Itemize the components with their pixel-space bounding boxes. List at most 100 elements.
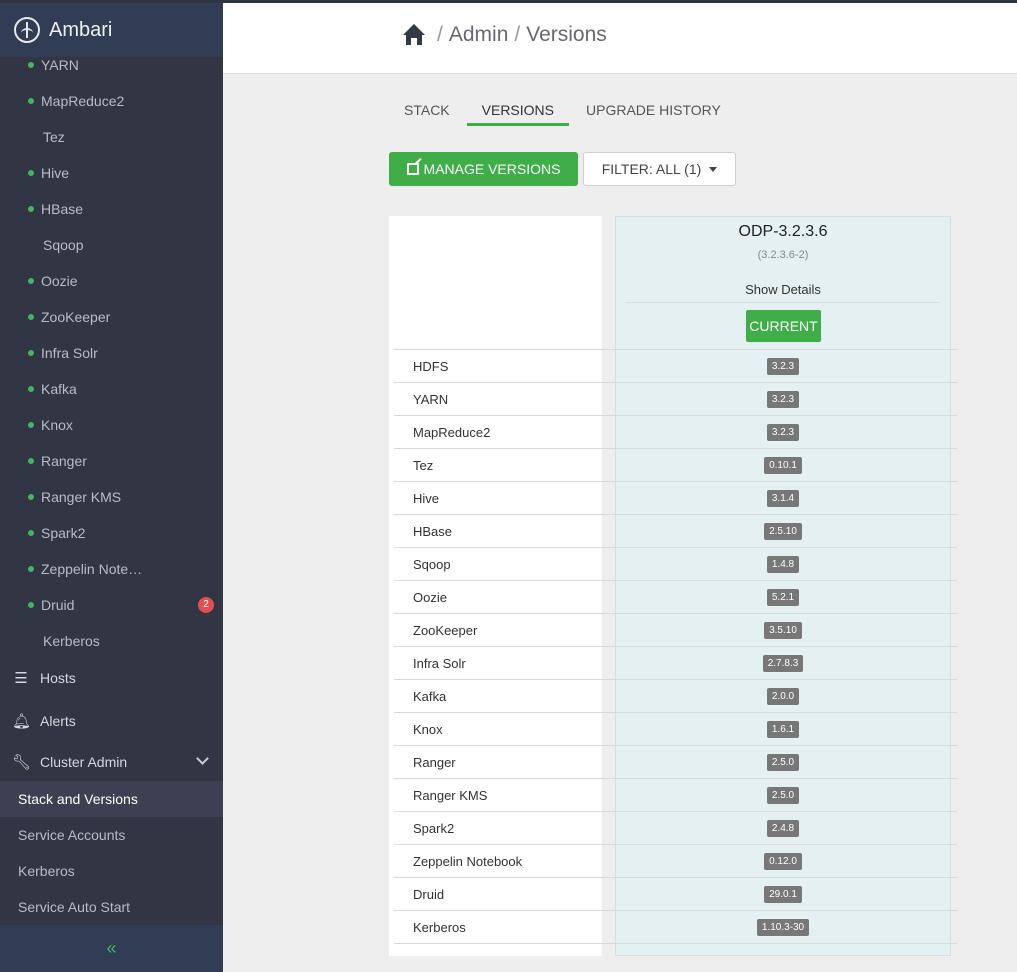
sidebar-service-label: Druid [41,597,75,613]
status-dot-icon [28,530,34,536]
version-cell: 2.5.0 [615,779,951,811]
sidebar-service-item[interactable]: Sqoop [0,227,223,263]
table-row: Infra Solr 2.7.8.3 [394,646,957,679]
sidebar-service-label: Ranger [41,453,87,469]
sidebar-service-item[interactable]: YARN [0,47,223,83]
cluster-admin-item[interactable]: Service Auto Start [0,889,223,925]
double-chevron-left-icon: « [106,938,117,958]
nav-cluster-admin[interactable]: 🔧︎ Cluster Admin [0,742,223,782]
show-details-link[interactable]: Show Details [745,282,821,297]
status-dot-icon [28,278,34,284]
breadcrumb-separator: / [437,23,443,46]
version-build: (3.2.3.6-2) [757,249,809,261]
nav-hosts[interactable]: ☰ Hosts [0,658,223,698]
component-version-label: 2.7.8.3 [762,654,804,672]
component-version-label: 3.1.4 [766,489,800,507]
tab-bar: STACK VERSIONS UPGRADE HISTORY [389,96,738,126]
component-version-label: 3.2.3 [766,423,800,441]
sidebar-service-item[interactable]: Oozie [0,263,223,299]
status-dot-icon [28,458,34,464]
sidebar-service-label: ZooKeeper [41,309,111,325]
version-cell: 3.2.3 [615,383,951,415]
sidebar-service-item[interactable]: Druid 2 [0,587,223,623]
component-version-label: 2.0.0 [766,687,800,705]
sidebar-service-label: Oozie [41,273,78,289]
status-dot-icon [28,62,34,68]
sidebar-service-item[interactable]: Tez [0,119,223,155]
filter-dropdown[interactable]: FILTER: ALL (1) [583,152,736,186]
divider [626,302,940,303]
table-row: Zeppelin Notebook 0.12.0 [394,844,957,877]
brand-bar[interactable]: Ambari [0,3,223,57]
bell-icon: 🔔︎ [12,713,32,730]
component-names-panel [389,216,602,956]
version-cell: 1.4.8 [615,548,951,580]
version-cell: 2.7.8.3 [615,647,951,679]
version-cell: 0.10.1 [615,449,951,481]
sidebar-service-label: MapReduce2 [41,93,125,109]
manage-versions-label: MANAGE VERSIONS [423,161,561,177]
sidebar-service-item[interactable]: Kafka [0,371,223,407]
version-cell: 3.2.3 [615,350,951,382]
current-status-button[interactable]: CURRENT [746,310,821,342]
component-name: Sqoop [413,557,451,572]
version-cell: 3.5.10 [615,614,951,646]
home-icon[interactable] [403,24,425,46]
cluster-admin-item[interactable]: Stack and Versions [0,781,223,817]
table-row: Spark2 2.4.8 [394,811,957,844]
sidebar-service-item[interactable]: HBase [0,191,223,227]
manage-versions-button[interactable]: MANAGE VERSIONS [389,152,578,186]
status-dot-icon [28,386,34,392]
table-row: Ranger KMS 2.5.0 [394,778,957,811]
sidebar-service-label: Kafka [41,381,77,397]
table-row: MapReduce2 3.2.3 [394,415,957,448]
component-name: Kerberos [413,920,466,935]
sidebar-service-item[interactable]: Ranger [0,443,223,479]
table-row: Ranger 2.5.0 [394,745,957,778]
sidebar-service-item[interactable]: Ranger KMS [0,479,223,515]
version-name: ODP-3.2.3.6 [738,223,828,240]
version-cell: 5.2.1 [615,581,951,613]
wrench-icon: 🔧︎ [12,754,32,771]
component-version-label: 0.12.0 [764,852,802,870]
cluster-admin-item[interactable]: Kerberos [0,853,223,889]
table-row: Knox 1.6.1 [394,712,957,745]
nav-alerts[interactable]: 🔔︎ Alerts [0,701,223,741]
sidebar-service-item[interactable]: Kerberos [0,623,223,659]
sidebar-service-item[interactable]: Knox [0,407,223,443]
version-cell: 3.2.3 [615,416,951,448]
component-name: MapReduce2 [413,425,491,440]
version-cell: 1.10.3-30 [615,911,951,943]
component-version-label: 3.2.3 [766,390,800,408]
cluster-admin-item[interactable]: Service Accounts [0,817,223,853]
table-row: HBase 2.5.10 [394,514,957,547]
sidebar-service-item[interactable]: Hive [0,155,223,191]
sidebar-service-item[interactable]: Spark2 [0,515,223,551]
version-cell: 0.12.0 [615,845,951,877]
table-row: Kerberos 1.10.3-30 [394,910,957,943]
breadcrumb-admin[interactable]: Admin [448,23,509,46]
table-row: Druid 29.0.1 [394,877,957,910]
collapse-sidebar-button[interactable]: « [0,925,223,972]
component-version-label: 2.4.8 [766,819,800,837]
tab-stack[interactable]: STACK [404,102,450,118]
table-row: Kafka 2.0.0 [394,679,957,712]
ambari-logo-icon [14,17,40,43]
external-link-icon [406,163,419,175]
sidebar-service-label: Hive [41,165,70,181]
sidebar-service-item[interactable]: Zeppelin Note… [0,551,223,587]
component-version-label: 1.4.8 [766,555,800,573]
status-dot-icon [28,170,34,176]
tab-upgrade-history[interactable]: UPGRADE HISTORY [586,102,721,118]
sidebar-service-item[interactable]: MapReduce2 [0,83,223,119]
tab-versions[interactable]: VERSIONS [466,96,569,126]
sidebar-service-item[interactable]: ZooKeeper [0,299,223,335]
version-cell: 2.5.10 [615,515,951,547]
alert-count-badge[interactable]: 2 [198,597,214,613]
status-dot-icon [28,494,34,500]
sidebar-service-item[interactable]: Infra Solr [0,335,223,371]
component-name: Hive [413,491,440,506]
component-name: Ranger KMS [413,788,488,803]
component-version-label: 0.10.1 [764,456,802,474]
divider [394,943,957,944]
